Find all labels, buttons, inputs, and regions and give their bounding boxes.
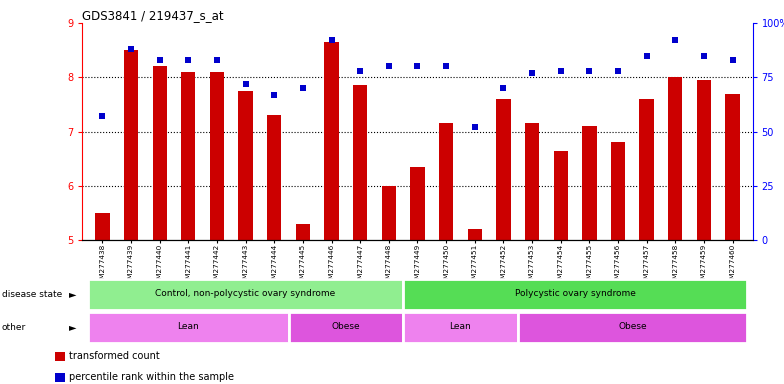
Point xyxy=(96,113,109,119)
Point xyxy=(526,70,539,76)
Point xyxy=(554,68,567,74)
Point xyxy=(154,57,166,63)
Point xyxy=(383,63,395,70)
Point xyxy=(669,37,681,43)
Text: other: other xyxy=(2,323,26,332)
Bar xyxy=(668,77,682,240)
Point xyxy=(497,85,510,91)
Bar xyxy=(55,373,65,382)
Text: percentile rank within the sample: percentile rank within the sample xyxy=(69,372,234,382)
Text: disease state: disease state xyxy=(2,290,62,299)
Bar xyxy=(403,279,747,310)
Bar xyxy=(554,151,568,240)
Bar xyxy=(88,312,289,343)
Point xyxy=(698,53,710,59)
Bar xyxy=(403,312,517,343)
Text: transformed count: transformed count xyxy=(69,351,160,361)
Bar xyxy=(583,126,597,240)
Point xyxy=(211,57,223,63)
Point xyxy=(411,63,423,70)
Bar xyxy=(640,99,654,240)
Bar xyxy=(153,66,167,240)
Bar xyxy=(181,72,195,240)
Bar xyxy=(210,72,224,240)
Bar xyxy=(725,94,740,240)
Point xyxy=(469,124,481,130)
Text: ►: ► xyxy=(68,289,76,299)
Text: Lean: Lean xyxy=(449,322,471,331)
Bar xyxy=(382,186,396,240)
Point xyxy=(726,57,739,63)
Bar xyxy=(353,85,368,240)
Point xyxy=(583,68,596,74)
Point xyxy=(440,63,452,70)
Text: ►: ► xyxy=(68,322,76,332)
Bar xyxy=(517,312,747,343)
Bar xyxy=(124,50,138,240)
Point xyxy=(239,81,252,87)
Text: Obese: Obese xyxy=(618,322,647,331)
Bar xyxy=(410,167,425,240)
Bar xyxy=(496,99,510,240)
Bar xyxy=(267,115,281,240)
Point xyxy=(182,57,194,63)
Bar xyxy=(697,80,711,240)
Bar xyxy=(525,123,539,240)
Bar xyxy=(325,42,339,240)
Bar xyxy=(95,213,110,240)
Point xyxy=(296,85,309,91)
Text: Lean: Lean xyxy=(177,322,199,331)
Point xyxy=(354,68,366,74)
Point xyxy=(125,46,137,52)
Point xyxy=(325,37,338,43)
Bar xyxy=(55,352,65,361)
Bar xyxy=(467,229,482,240)
Bar xyxy=(439,123,453,240)
Point xyxy=(612,68,624,74)
Bar xyxy=(289,312,403,343)
Text: Control, non-polycystic ovary syndrome: Control, non-polycystic ovary syndrome xyxy=(155,289,336,298)
Bar xyxy=(88,279,403,310)
Bar xyxy=(611,142,625,240)
Bar xyxy=(238,91,252,240)
Point xyxy=(268,91,281,98)
Text: Obese: Obese xyxy=(332,322,360,331)
Bar xyxy=(296,224,310,240)
Text: Polycystic ovary syndrome: Polycystic ovary syndrome xyxy=(514,289,636,298)
Point xyxy=(641,53,653,59)
Text: GDS3841 / 219437_s_at: GDS3841 / 219437_s_at xyxy=(82,9,224,22)
